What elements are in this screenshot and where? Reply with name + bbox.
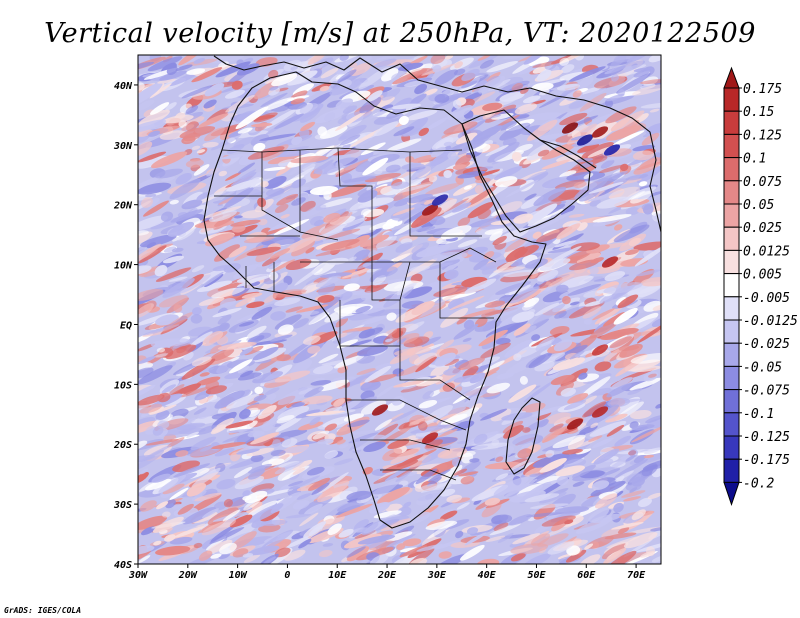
coastlines <box>203 55 661 529</box>
colorbar-bin <box>723 412 740 437</box>
colorbar-top-arrow <box>723 66 740 89</box>
y-tick-label: 20N <box>113 201 133 212</box>
border-lines <box>214 147 497 481</box>
colorbar-bin <box>723 180 740 205</box>
africa-coastline <box>203 71 547 529</box>
persian-gulf-coastline <box>539 139 597 169</box>
map-frame <box>137 54 662 565</box>
longitude-ticks: 30W 20W 10W 0 10E 20E 30E 40E 50E 60E 70E <box>128 564 646 581</box>
x-tick-label: 20W <box>178 570 198 581</box>
colorbar-label: 0.025 <box>743 221 782 236</box>
latitude-ticks: 40N 30N 20N 10N EQ 10S 20S 30S 40S <box>113 81 138 571</box>
colorbar-label: -0.05 <box>743 360 782 375</box>
x-tick-label: 70E <box>627 570 646 581</box>
y-tick-label: 30S <box>113 500 132 511</box>
colorbar-label: 0.0125 <box>743 244 790 259</box>
colorbar-bottom-arrow <box>723 481 740 506</box>
map-title: Vertical velocity [m/s] at 250hPa, VT: 2… <box>44 18 756 49</box>
x-tick-label: 10W <box>229 570 248 581</box>
colorbar-label: -0.025 <box>743 337 790 352</box>
colorbar-bin <box>723 319 740 344</box>
colorbar-bin <box>723 389 740 414</box>
colorbar-label: 0.05 <box>743 198 774 213</box>
x-tick-label: 20E <box>377 570 397 581</box>
grads-credit: GrADS: IGES/COLA <box>4 606 81 615</box>
colorbar-label: -0.2 <box>743 476 774 491</box>
colorbar-label: -0.125 <box>743 430 790 445</box>
madagascar-coastline <box>505 397 541 475</box>
colorbar-bin <box>723 273 740 298</box>
colorbar-label: -0.175 <box>743 453 790 468</box>
colorbar-label: 0.075 <box>743 175 782 190</box>
colorbar-label: 0.15 <box>743 105 774 120</box>
colorbar-label: -0.0125 <box>743 314 798 329</box>
colorbar-label: -0.075 <box>743 384 790 399</box>
colorbar-label: 0.125 <box>743 128 782 143</box>
y-tick-label: 40N <box>114 81 133 92</box>
colorbar-label: 0.005 <box>743 268 782 283</box>
colorbar-label: 0.175 <box>743 82 782 97</box>
colorbar-bin <box>723 133 740 159</box>
colorbar-bin <box>723 458 740 483</box>
x-tick-label: 10E <box>328 570 347 581</box>
colorbar-bin <box>723 365 740 391</box>
arabia-coastline <box>461 109 591 233</box>
x-tick-label: 0 <box>284 570 290 581</box>
y-tick-label: 10N <box>114 261 133 272</box>
y-tick-label: 20S <box>113 440 132 451</box>
colorbar-bin <box>723 203 740 228</box>
x-tick-label: 30W <box>128 570 148 581</box>
colorbar-bin <box>723 296 740 321</box>
colorbar-bin <box>723 87 740 112</box>
y-tick-label: 10S <box>114 380 132 391</box>
colorbar-bin <box>723 110 740 135</box>
colorbar-bin <box>723 435 740 460</box>
europe-coastline <box>213 55 531 93</box>
velocity-field-layer <box>138 55 661 564</box>
colorbar-label: -0.005 <box>743 291 790 306</box>
map-area <box>138 55 661 564</box>
x-tick-label: 50E <box>527 570 546 581</box>
y-tick-label: 30N <box>113 141 133 152</box>
asia-coastline <box>529 87 661 233</box>
x-tick-label: 60E <box>577 570 596 581</box>
y-tick-label: EQ <box>120 320 132 331</box>
colorbar-label: -0.1 <box>743 407 774 422</box>
x-tick-label: 40E <box>478 570 497 581</box>
colorbar-bin <box>723 226 740 251</box>
colorbar: 0.175 0.15 0.125 0.1 0.075 0.05 0.025 0.0125 0.0… <box>723 66 798 506</box>
y-tick-label: 40S <box>114 560 132 571</box>
colorbar-bin <box>723 157 740 182</box>
x-tick-label: 30E <box>427 570 447 581</box>
country-borders <box>214 147 497 481</box>
colorbar-bin <box>723 342 740 367</box>
colorbar-label: 0.1 <box>743 152 766 167</box>
colorbar-bin <box>723 249 740 275</box>
